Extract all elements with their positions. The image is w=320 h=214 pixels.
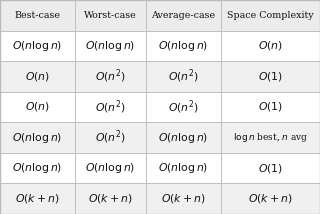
Bar (221, 31, 320, 61)
Text: $\log n$ best, $n$ avg: $\log n$ best, $n$ avg (233, 131, 308, 144)
Text: $O(n\log n)$: $O(n\log n)$ (85, 39, 135, 53)
Bar (75, 153, 146, 183)
Text: $O(n^2)$: $O(n^2)$ (95, 98, 126, 116)
Text: Best-case: Best-case (15, 11, 60, 20)
Bar (221, 122, 320, 153)
Bar (0, 92, 75, 122)
Bar (0, 0, 75, 31)
Bar (146, 0, 221, 31)
Bar (0, 153, 75, 183)
Bar (221, 183, 320, 214)
Text: Space Complexity: Space Complexity (227, 11, 314, 20)
Bar (75, 31, 146, 61)
Bar (146, 61, 221, 92)
Text: $O(n)$: $O(n)$ (25, 70, 50, 83)
Bar (221, 153, 320, 183)
Bar (146, 122, 221, 153)
Text: $O(n\log n)$: $O(n\log n)$ (85, 161, 135, 175)
Bar (146, 31, 221, 61)
Text: Worst-case: Worst-case (84, 11, 137, 20)
Text: Average-case: Average-case (151, 11, 215, 20)
Text: $O(k+n)$: $O(k+n)$ (88, 192, 133, 205)
Bar (0, 183, 75, 214)
Bar (75, 122, 146, 153)
Text: $O(1)$: $O(1)$ (258, 101, 283, 113)
Text: $O(n\log n)$: $O(n\log n)$ (12, 161, 63, 175)
Text: $O(k+n)$: $O(k+n)$ (15, 192, 60, 205)
Text: $O(n\log n)$: $O(n\log n)$ (158, 131, 208, 145)
Text: $O(n^2)$: $O(n^2)$ (95, 129, 126, 146)
Text: $O(n\log n)$: $O(n\log n)$ (158, 161, 208, 175)
Bar (146, 153, 221, 183)
Text: $O(n^2)$: $O(n^2)$ (168, 98, 198, 116)
Text: $O(k+n)$: $O(k+n)$ (161, 192, 205, 205)
Text: $O(k+n)$: $O(k+n)$ (248, 192, 293, 205)
Bar (75, 92, 146, 122)
Text: $O(n\log n)$: $O(n\log n)$ (158, 39, 208, 53)
Bar (75, 61, 146, 92)
Bar (75, 183, 146, 214)
Text: $O(1)$: $O(1)$ (258, 162, 283, 175)
Bar (221, 61, 320, 92)
Text: $O(n)$: $O(n)$ (258, 39, 283, 52)
Text: $O(1)$: $O(1)$ (258, 70, 283, 83)
Bar (221, 0, 320, 31)
Text: $O(n^2)$: $O(n^2)$ (95, 68, 126, 85)
Text: $O(n^2)$: $O(n^2)$ (168, 68, 198, 85)
Bar (0, 61, 75, 92)
Bar (146, 92, 221, 122)
Text: $O(n)$: $O(n)$ (25, 101, 50, 113)
Bar (146, 183, 221, 214)
Bar (75, 0, 146, 31)
Bar (0, 31, 75, 61)
Bar (0, 122, 75, 153)
Text: $O(n\log n)$: $O(n\log n)$ (12, 39, 63, 53)
Text: $O(n\log n)$: $O(n\log n)$ (12, 131, 63, 145)
Bar (221, 92, 320, 122)
